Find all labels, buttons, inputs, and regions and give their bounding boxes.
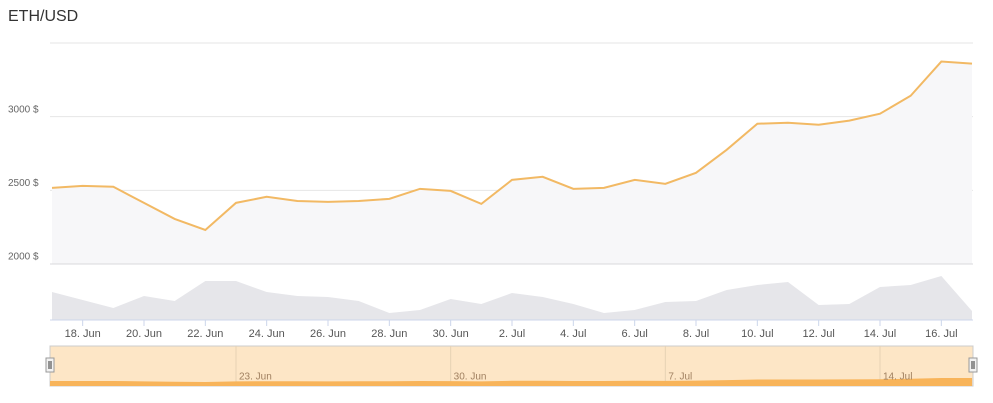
x-tick-label: 10. Jul	[741, 328, 773, 340]
navigator-label: 7. Jul	[668, 372, 692, 383]
x-tick-label: 2. Jul	[499, 328, 525, 340]
x-tick-label: 16. Jul	[925, 328, 957, 340]
navigator-area	[50, 378, 972, 386]
x-tick-label: 26. Jun	[310, 328, 346, 340]
x-tick-label: 14. Jul	[864, 328, 896, 340]
chart-title: ETH/USD	[8, 8, 78, 25]
x-tick-label: 22. Jun	[187, 328, 223, 340]
navigator-label: 14. Jul	[883, 372, 912, 383]
y-tick-label: 2500 $	[8, 178, 39, 189]
y-tick-label: 3000 $	[8, 104, 39, 115]
x-tick-label: 24. Jun	[249, 328, 285, 340]
navigator-handle	[968, 357, 978, 373]
navigator-handle	[45, 357, 55, 373]
x-tick-label: 6. Jul	[622, 328, 648, 340]
x-tick-label: 20. Jun	[126, 328, 162, 340]
price-line	[51, 60, 973, 232]
x-tick-label: 30. Jun	[433, 328, 469, 340]
volume-area	[52, 276, 972, 320]
x-tick-label: 18. Jun	[65, 328, 101, 340]
x-tick-label: 8. Jul	[683, 328, 709, 340]
x-tick-label: 12. Jul	[802, 328, 834, 340]
line-area	[52, 61, 972, 265]
x-tick-label: 28. Jun	[371, 328, 407, 340]
y-tick-label: 2000 $	[8, 252, 39, 263]
navigator-label: 30. Jun	[454, 372, 487, 383]
navigator-label: 23. Jun	[239, 372, 272, 383]
x-tick-label: 4. Jul	[560, 328, 586, 340]
